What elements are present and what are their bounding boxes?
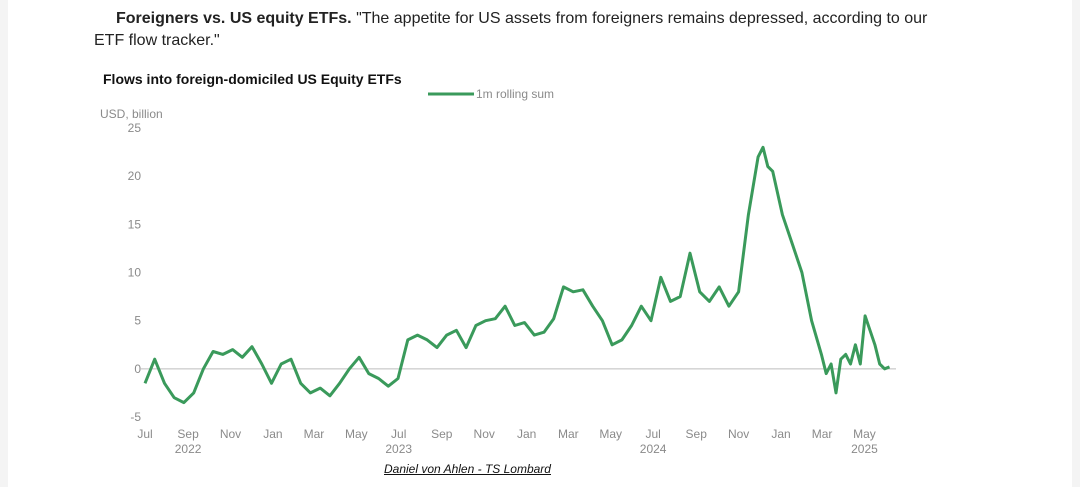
y-tick-label: 25 <box>128 121 142 135</box>
y-tick-label: 0 <box>134 362 141 376</box>
y-tick-label: 15 <box>128 217 142 231</box>
x-tick-label: Nov <box>220 427 241 441</box>
x-tick-label: Jul <box>137 427 152 441</box>
y-tick-label: 20 <box>128 169 142 183</box>
x-year-label: 2025 <box>851 442 878 456</box>
x-tick-label: Jan <box>517 427 536 441</box>
y-axis-ticks: 25 20 15 10 5 0 -5 <box>128 121 142 424</box>
x-axis-ticks: Jul Sep Nov Jan Mar May Jul Sep Nov Jan Mar May Jul S… <box>137 427 875 441</box>
x-tick-label: Mar <box>812 427 833 441</box>
x-tick-label: Jul <box>391 427 406 441</box>
x-tick-label: Mar <box>558 427 579 441</box>
x-tick-label: Mar <box>304 427 325 441</box>
headline-paragraph: Foreigners vs. US equity ETFs. "The appe… <box>94 8 954 52</box>
x-axis-years: 2022 2023 2024 2025 <box>175 442 878 456</box>
source-credit: Daniel von Ahlen - TS Lombard <box>384 462 551 476</box>
x-tick-label: May <box>345 427 368 441</box>
x-year-label: 2022 <box>175 442 202 456</box>
headline-quote-text: "The appetite for US assets from foreign… <box>94 10 928 49</box>
x-year-label: 2023 <box>385 442 412 456</box>
headline-bold-text: Foreigners vs. US equity ETFs. <box>116 10 352 27</box>
x-tick-label: Jul <box>645 427 660 441</box>
x-tick-label: Jan <box>263 427 282 441</box>
x-tick-label: Jan <box>771 427 790 441</box>
chart-title: Flows into foreign-domiciled US Equity E… <box>103 71 402 87</box>
x-tick-label: Nov <box>728 427 749 441</box>
x-tick-label: Sep <box>431 427 453 441</box>
x-tick-label: May <box>853 427 876 441</box>
x-tick-label: Nov <box>474 427 495 441</box>
x-year-label: 2024 <box>640 442 667 456</box>
y-tick-label: 5 <box>134 314 141 328</box>
y-tick-label: -5 <box>130 410 141 424</box>
x-tick-label: Sep <box>177 427 199 441</box>
x-tick-label: Sep <box>686 427 708 441</box>
y-tick-label: 10 <box>128 266 142 280</box>
series-line-1m-rolling-sum <box>143 145 891 405</box>
x-tick-label: May <box>599 427 622 441</box>
flows-line-chart: Flows into foreign-domiciled US Equity E… <box>100 71 896 456</box>
y-axis-label: USD, billion <box>100 107 163 121</box>
document-page: Foreigners vs. US equity ETFs. "The appe… <box>8 0 1072 487</box>
legend-label: 1m rolling sum <box>476 87 554 101</box>
